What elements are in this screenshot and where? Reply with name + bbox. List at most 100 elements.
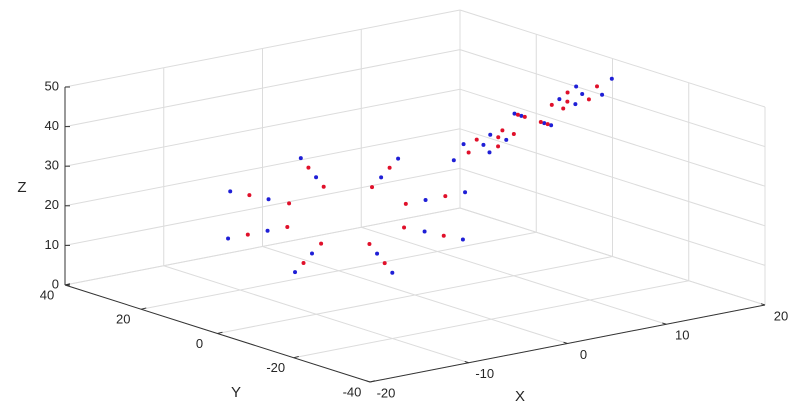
grid-line: [64, 9, 461, 88]
y-tick-label: -40: [343, 384, 362, 399]
y-tick-label: 20: [116, 312, 130, 327]
data-point: [451, 158, 456, 163]
tick-mark: [217, 331, 223, 334]
grid-line: [64, 88, 461, 167]
data-point: [306, 165, 311, 170]
grid-line: [64, 167, 461, 246]
tick-mark: [464, 360, 469, 364]
data-point: [545, 122, 550, 127]
tick-mark: [369, 380, 376, 383]
y-tick-label: 40: [40, 287, 54, 302]
z-tick-label: 20: [45, 197, 59, 212]
grid-line: [64, 49, 461, 128]
data-point: [321, 184, 326, 189]
grid-line: [459, 167, 766, 266]
data-point: [549, 102, 554, 107]
data-point: [565, 90, 570, 95]
grid-line: [459, 49, 766, 148]
data-point: [549, 123, 554, 128]
data-point: [586, 97, 591, 102]
grid-line: [64, 207, 461, 286]
grid-line: [459, 207, 766, 306]
data-point: [382, 261, 387, 266]
z-tick-label: 30: [45, 158, 59, 173]
data-point: [519, 113, 524, 118]
z-tick-label: 50: [45, 78, 59, 93]
data-point: [266, 197, 271, 202]
tick-mark: [293, 355, 299, 359]
x-tick-label: 20: [774, 308, 788, 323]
grid-line: [459, 9, 766, 108]
data-point: [367, 242, 372, 247]
data-point: [293, 270, 298, 275]
data-point: [609, 76, 614, 81]
tick-mark: [563, 341, 568, 344]
data-point: [496, 144, 501, 149]
data-point: [387, 165, 392, 170]
y-axis-label: Y: [231, 384, 241, 401]
data-point: [287, 201, 292, 206]
data-point: [402, 225, 407, 230]
data-point: [265, 228, 270, 233]
data-point: [500, 128, 505, 133]
y-tick-label: -20: [266, 360, 285, 375]
data-point: [390, 270, 395, 275]
data-point: [285, 224, 290, 229]
data-point: [474, 137, 479, 142]
data-point: [443, 194, 448, 199]
tick-mark: [365, 380, 371, 383]
data-point: [314, 175, 319, 180]
x-tick-label: -10: [475, 366, 494, 381]
data-point: [441, 233, 446, 238]
data-point: [226, 236, 231, 241]
tick-mark: [662, 322, 667, 325]
data-point: [595, 84, 599, 89]
data-point: [422, 229, 427, 234]
data-point: [565, 99, 570, 104]
data-point: [301, 261, 306, 266]
data-point: [247, 193, 252, 198]
data-point: [511, 132, 516, 137]
data-point: [496, 135, 501, 140]
tick-mark: [64, 283, 71, 286]
grid-line: [217, 256, 613, 334]
data-point: [403, 201, 408, 206]
data-point: [379, 175, 384, 180]
data-point: [423, 198, 428, 203]
data-point: [561, 106, 566, 111]
data-point: [245, 232, 250, 237]
data-point: [396, 156, 401, 161]
grid-line: [293, 280, 689, 359]
data-point: [463, 190, 468, 195]
data-point: [487, 150, 492, 155]
data-point: [574, 84, 579, 89]
data-point: [375, 251, 380, 256]
data-point: [522, 114, 527, 119]
z-tick-label: 10: [45, 237, 59, 252]
data-point: [542, 121, 547, 126]
x-tick-label: -20: [377, 385, 396, 400]
x-axis-label: X: [515, 388, 525, 405]
data-point: [538, 119, 543, 124]
data-point: [557, 97, 562, 102]
data-point: [488, 132, 493, 137]
tick-mark: [141, 307, 147, 310]
data-point: [298, 156, 303, 161]
data-point: [460, 237, 465, 242]
data-point: [461, 142, 466, 147]
x-tick-label: 0: [580, 347, 587, 362]
data-point: [466, 150, 471, 155]
data-point: [319, 241, 324, 246]
data-point: [580, 91, 585, 96]
z-axis-label: Z: [17, 179, 26, 196]
grid-line: [459, 88, 766, 187]
grid-line: [64, 128, 461, 207]
data-point: [228, 189, 233, 194]
data-point: [504, 137, 509, 142]
data-point: [515, 112, 520, 117]
data-point: [481, 142, 486, 147]
data-point: [512, 111, 517, 116]
z-tick-label: 0: [52, 276, 59, 291]
z-tick-label: 40: [45, 118, 59, 133]
